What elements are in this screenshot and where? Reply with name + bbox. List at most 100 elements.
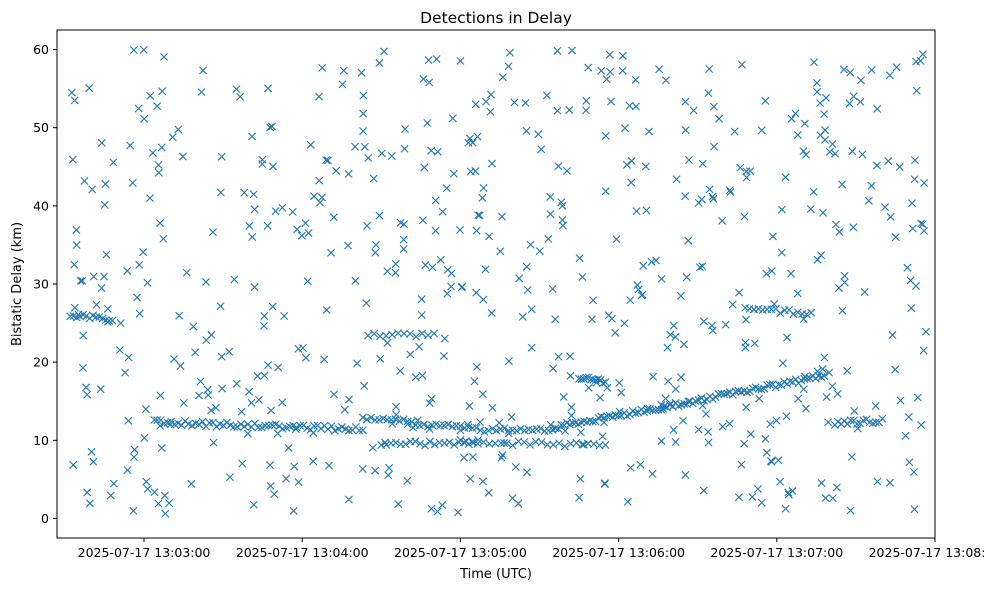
data-point-marker <box>453 508 462 517</box>
data-point-marker <box>819 208 828 217</box>
data-point-marker <box>278 203 287 212</box>
data-point-marker <box>344 169 353 178</box>
data-point-marker <box>444 420 453 429</box>
data-point-marker <box>154 161 163 169</box>
data-point-marker <box>191 348 200 357</box>
data-point-marker <box>468 452 477 461</box>
data-point-marker <box>526 240 535 249</box>
data-point-marker <box>468 138 477 147</box>
data-point-marker <box>632 207 641 216</box>
data-point-marker <box>388 330 397 339</box>
data-point-marker <box>411 437 420 446</box>
data-point-marker <box>774 456 783 465</box>
data-point-marker <box>358 464 367 473</box>
data-point-marker <box>813 255 822 264</box>
data-point-marker <box>371 466 380 475</box>
data-point-marker <box>901 431 910 440</box>
data-point-marker <box>582 106 590 115</box>
data-point-marker <box>802 310 811 319</box>
y-tick-label: 60 <box>33 42 49 57</box>
data-point-marker <box>672 175 681 184</box>
data-point-marker <box>485 232 494 241</box>
data-point-marker <box>871 418 880 427</box>
x-axis-ticks: 2025-07-17 13:03:00 2025-07-17 13:04:00 20… <box>78 538 986 560</box>
data-point-marker <box>684 156 693 164</box>
data-point-marker <box>153 102 162 111</box>
data-point-marker <box>421 261 430 270</box>
data-point-marker <box>907 304 916 313</box>
data-point-marker <box>484 426 493 435</box>
data-point-marker <box>605 50 614 59</box>
data-point-marker <box>310 192 319 201</box>
data-point-marker <box>364 331 373 340</box>
data-point-marker <box>154 499 163 508</box>
data-point-marker <box>505 48 514 57</box>
data-point-marker <box>399 235 408 244</box>
data-point-marker <box>367 413 375 422</box>
data-point-marker <box>787 114 796 123</box>
data-point-marker <box>680 399 689 408</box>
data-point-marker <box>800 119 809 128</box>
data-point-marker <box>778 359 787 368</box>
data-point-marker <box>527 305 536 314</box>
data-point-marker <box>735 288 744 297</box>
data-point-marker <box>742 403 751 412</box>
data-point-marker <box>715 114 724 123</box>
data-point-marker <box>442 184 451 193</box>
data-point-marker <box>846 416 855 425</box>
data-point-marker <box>423 119 432 127</box>
data-point-marker <box>891 233 900 242</box>
data-point-marker <box>592 378 601 387</box>
data-point-marker <box>912 86 921 95</box>
data-point-marker <box>317 193 326 202</box>
data-point-marker <box>369 174 378 183</box>
data-point-marker <box>606 67 615 76</box>
data-point-marker <box>364 153 373 162</box>
data-point-marker <box>684 397 693 406</box>
data-point-marker <box>237 407 246 416</box>
data-point-marker <box>427 394 436 403</box>
data-point-marker <box>487 90 495 99</box>
data-point-marker <box>245 221 254 230</box>
data-point-marker <box>427 146 436 155</box>
data-point-marker <box>785 377 794 386</box>
x-tick-label: 2025-07-17 13:03:00 <box>78 545 211 560</box>
data-point-marker <box>250 205 259 214</box>
data-point-marker <box>817 373 826 382</box>
data-point-marker <box>479 183 488 192</box>
data-point-marker <box>478 477 487 486</box>
data-point-marker <box>68 155 77 164</box>
data-point-marker <box>135 309 144 318</box>
data-point-marker <box>396 366 405 375</box>
data-point-marker <box>340 405 349 414</box>
data-point-marker <box>288 207 297 216</box>
data-point-marker <box>88 185 97 194</box>
data-point-marker <box>339 66 348 75</box>
data-point-marker <box>799 385 808 394</box>
data-point-marker <box>618 66 627 75</box>
data-point-marker <box>123 466 132 475</box>
data-points <box>66 45 930 518</box>
data-point-marker <box>743 388 752 397</box>
data-point-marker <box>233 422 242 431</box>
data-point-marker <box>908 224 917 233</box>
data-point-marker <box>304 229 313 238</box>
data-point-marker <box>627 178 636 187</box>
data-point-marker <box>466 134 474 143</box>
data-point-marker <box>432 55 441 64</box>
data-point-marker <box>518 312 527 321</box>
data-point-marker <box>254 395 263 404</box>
data-point-marker <box>679 416 688 425</box>
data-point-marker <box>280 312 289 321</box>
data-point-marker <box>498 73 507 82</box>
data-point-marker <box>400 220 409 229</box>
data-point-marker <box>588 315 596 324</box>
data-point-marker <box>641 162 650 171</box>
data-point-marker <box>567 403 576 412</box>
data-point-marker <box>765 380 774 389</box>
data-point-marker <box>657 405 666 414</box>
data-point-marker <box>296 421 305 430</box>
data-point-marker <box>782 412 791 421</box>
data-point-marker <box>470 377 479 386</box>
data-point-marker <box>702 409 710 418</box>
